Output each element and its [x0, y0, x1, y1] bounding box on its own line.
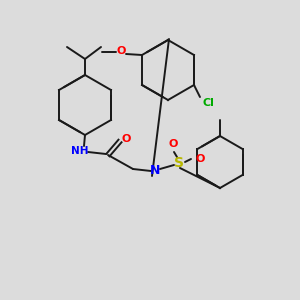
Text: N: N [150, 164, 160, 178]
Text: S: S [174, 156, 184, 170]
Text: O: O [168, 139, 178, 149]
Text: Cl: Cl [202, 98, 214, 108]
Text: O: O [195, 154, 205, 164]
Text: O: O [121, 134, 131, 144]
Text: NH: NH [71, 146, 89, 156]
Text: O: O [116, 46, 126, 56]
